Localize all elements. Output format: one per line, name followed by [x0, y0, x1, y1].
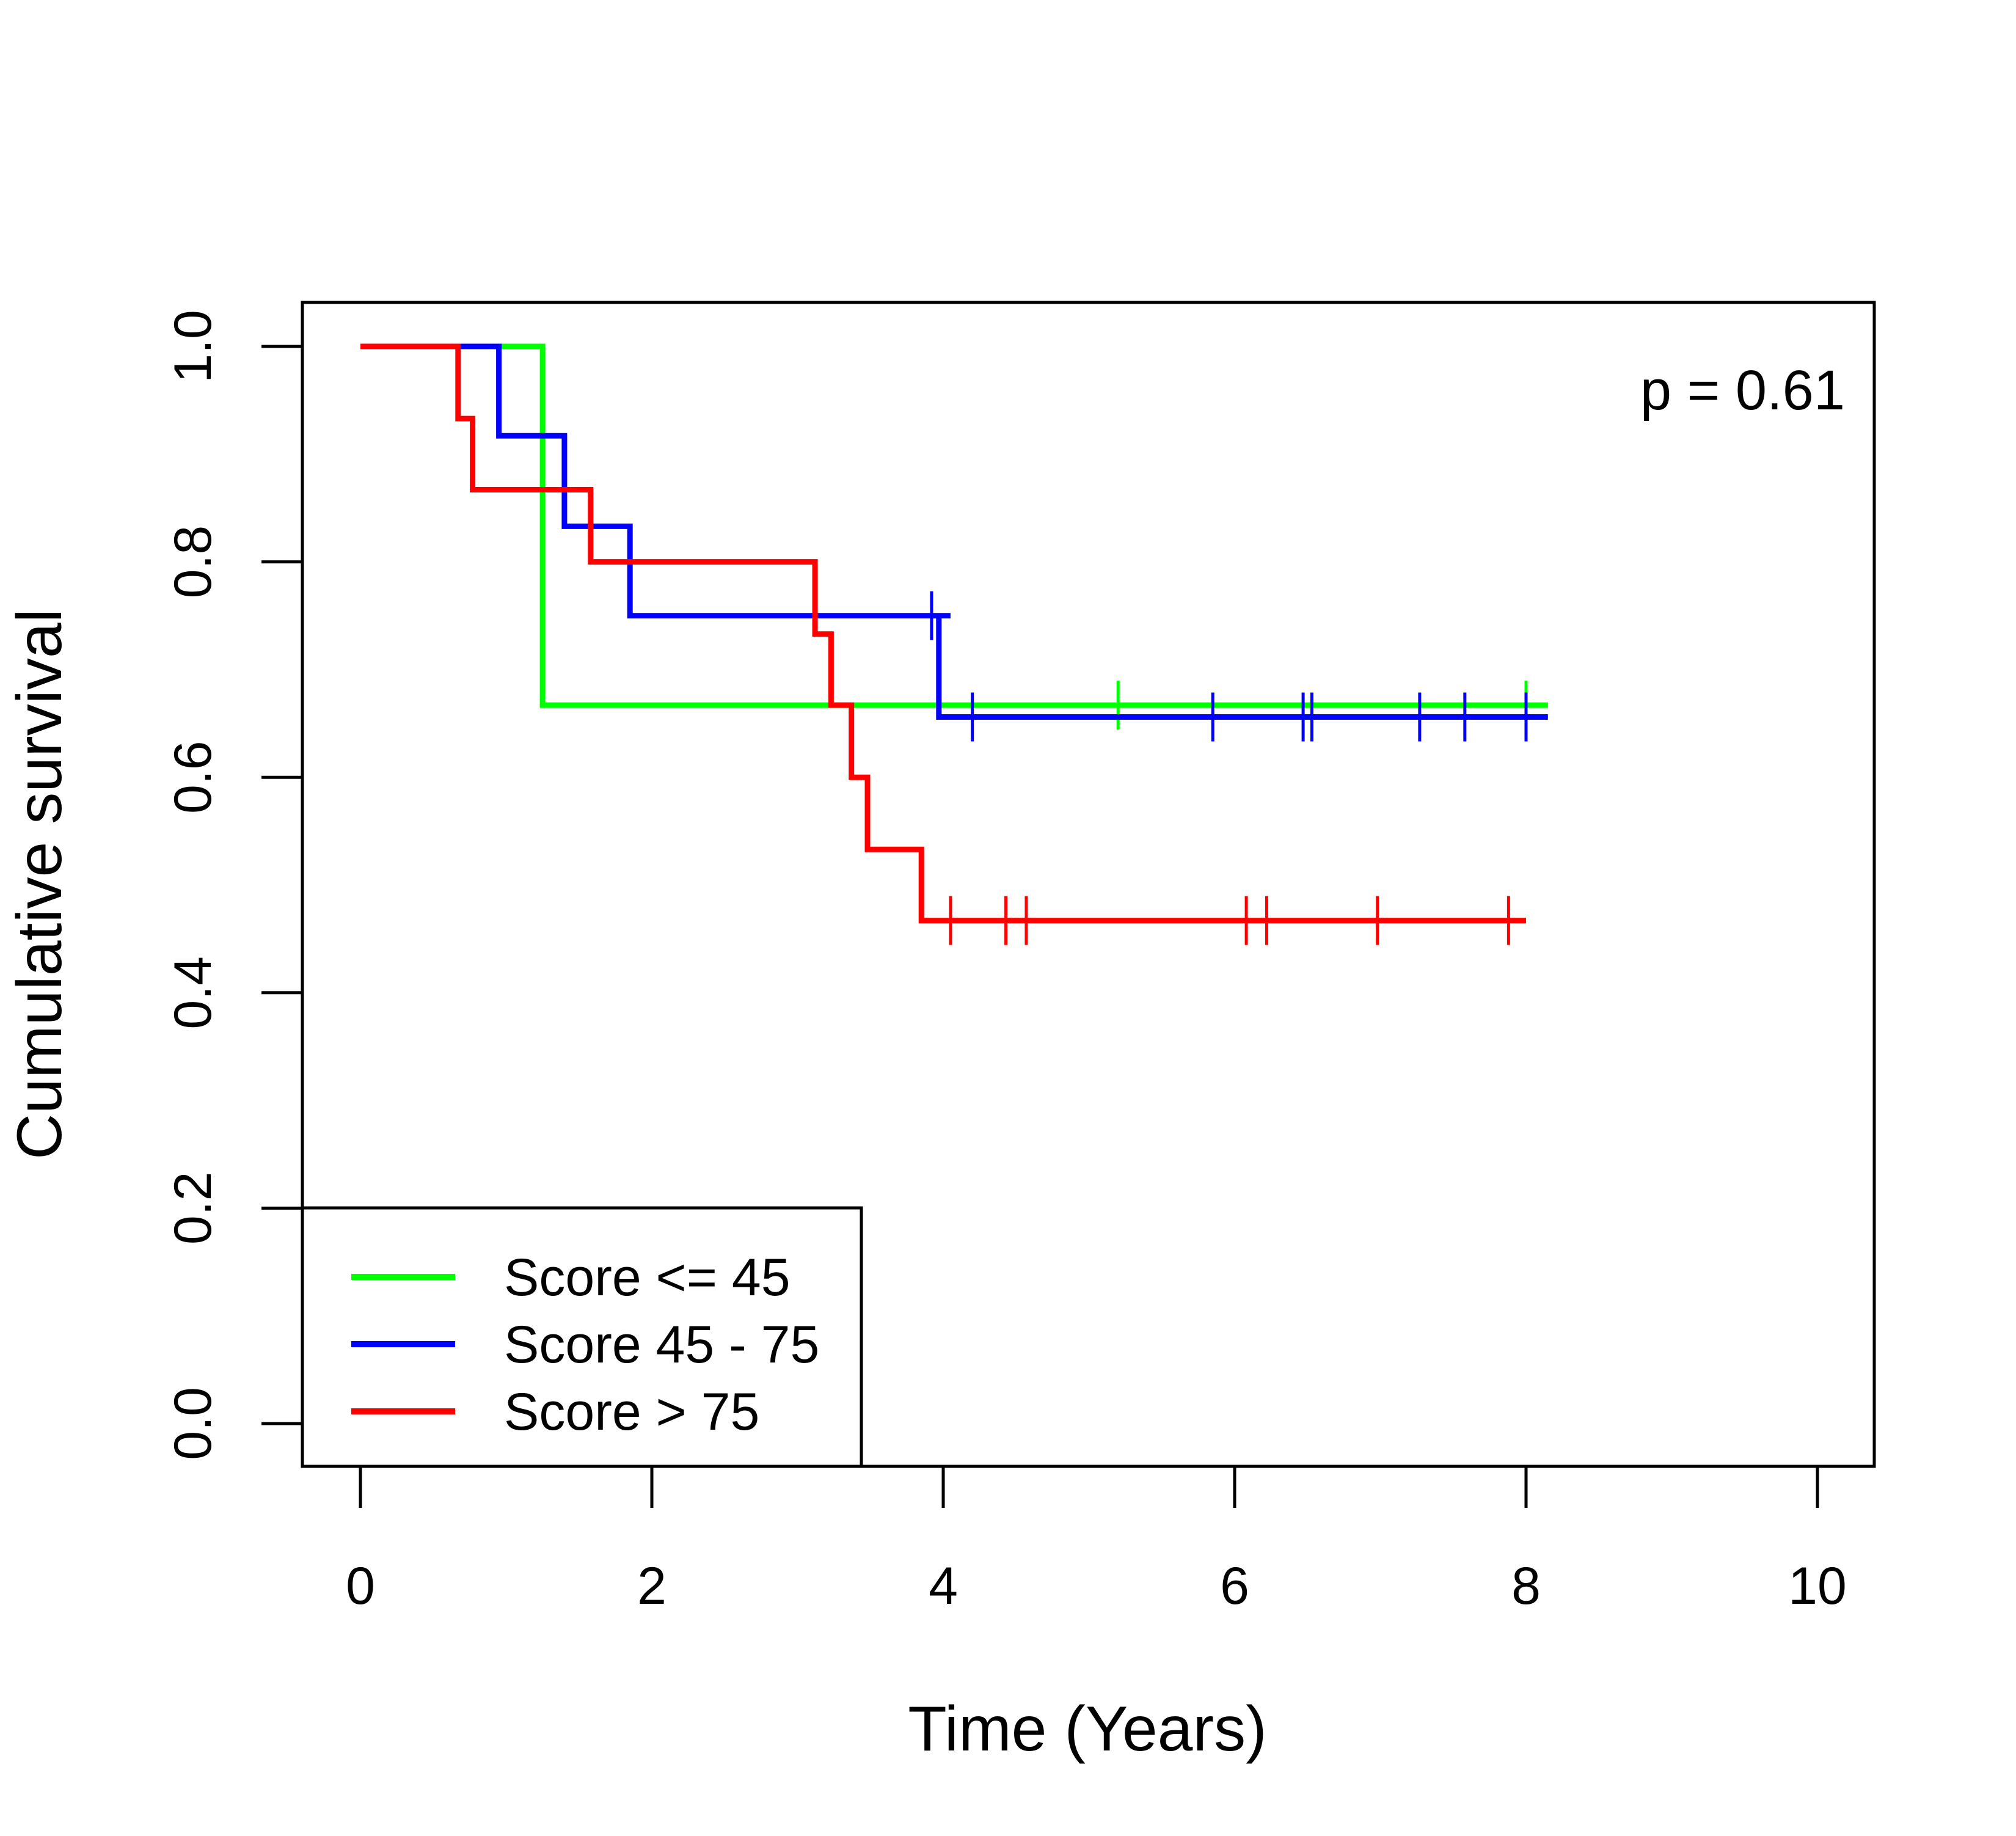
series-line-1: [360, 343, 1548, 720]
y-axis-title: Cumulative survival: [4, 609, 75, 1160]
x-axis: 0 2 4 6 8 10: [346, 1466, 1847, 1615]
y-tick-label-0.0: 0.0: [164, 1387, 222, 1460]
series-layer: [360, 343, 1548, 945]
y-tick-label-0.4: 0.4: [164, 956, 222, 1030]
plot-frame: [301, 301, 1876, 1468]
x-tick-label-4: 4: [929, 1557, 958, 1615]
x-axis-title: Time (Years): [908, 1694, 1267, 1765]
series-line-2: [360, 343, 1526, 924]
y-tick-label-0.6: 0.6: [164, 741, 222, 814]
x-tick-label-0: 0: [346, 1557, 375, 1615]
legend-box: [301, 1206, 863, 1468]
y-tick-label-1.0: 1.0: [164, 310, 222, 383]
legend: Score <= 45 Score 45 - 75 Score > 75: [301, 1206, 863, 1468]
y-tick-label-0.8: 0.8: [164, 525, 222, 599]
p-value-annotation: p = 0.61: [1640, 359, 1845, 422]
x-tick-label-2: 2: [637, 1557, 667, 1615]
legend-label-2: Score > 75: [504, 1383, 759, 1441]
y-axis: 0.0 0.2 0.4 0.6 0.8 1.0: [164, 310, 302, 1460]
legend-label-1: Score 45 - 75: [504, 1315, 819, 1374]
x-tick-label-10: 10: [1788, 1557, 1847, 1615]
y-tick-label-0.2: 0.2: [164, 1172, 222, 1245]
x-tick-label-8: 8: [1511, 1557, 1541, 1615]
x-tick-label-6: 6: [1220, 1557, 1249, 1615]
legend-label-0: Score <= 45: [504, 1248, 791, 1307]
